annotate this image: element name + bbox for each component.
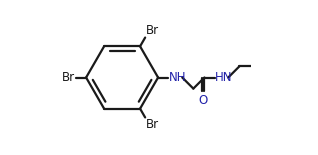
- Text: O: O: [199, 94, 208, 106]
- Text: NH: NH: [169, 71, 186, 84]
- Text: Br: Br: [62, 71, 75, 84]
- Text: HN: HN: [215, 71, 232, 84]
- Text: Br: Br: [146, 118, 159, 131]
- Text: Br: Br: [146, 24, 159, 37]
